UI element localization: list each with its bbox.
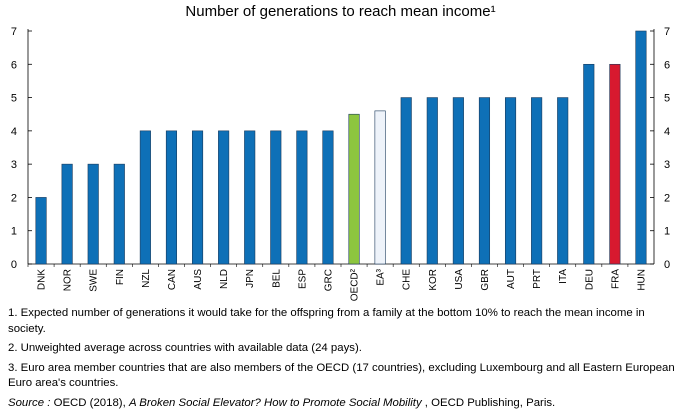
y-tick-label-left: 4 xyxy=(11,126,17,138)
note-2: 2. Unweighted average across countries w… xyxy=(8,342,362,355)
bar-esp xyxy=(296,130,308,265)
y-tick-label-left: 6 xyxy=(11,59,17,71)
source-label: Source : xyxy=(8,396,51,409)
y-tick-label-right: 6 xyxy=(664,59,670,71)
x-tick-label-deu: DEU xyxy=(584,269,595,290)
bar-chart: 0 0 1 1 2 2 3 3 4 4 5 5 6 6 7 7 DNK NOR SWE FIN NZL CAN AUS NL… xyxy=(11,26,670,301)
x-tick-label-che: CHE xyxy=(402,269,413,290)
bar-ea xyxy=(374,110,386,265)
x-tick-label-nld: NLD xyxy=(219,269,230,289)
bar-gbr xyxy=(478,97,491,265)
bar-ita xyxy=(557,97,569,265)
x-tick-label-ita: ITA xyxy=(558,269,569,284)
x-tick-label-aus: AUS xyxy=(193,269,204,290)
bar-nor xyxy=(61,163,73,265)
x-tick-label-prt: PRT xyxy=(532,269,543,289)
bar-kor xyxy=(426,97,438,265)
y-tick-label-right: 4 xyxy=(664,126,670,138)
source-title: A Broken Social Elevator? How to Promote… xyxy=(128,396,422,409)
x-tick-label-oecd: OECD² xyxy=(350,268,361,301)
bar-dnk xyxy=(35,197,47,265)
bar-bel xyxy=(270,130,282,265)
bar-grc xyxy=(322,130,334,265)
bar-nzl xyxy=(139,130,151,265)
x-tick-label-bel: BEL xyxy=(271,269,282,288)
source-line: Source : OECD (2018), A Broken Social El… xyxy=(8,396,676,412)
x-tick-label-can: CAN xyxy=(167,269,178,290)
y-tick-label-right: 7 xyxy=(664,26,670,38)
x-tick-label-nor: NOR xyxy=(63,269,74,291)
chart-notes: 1. Expected number of generations it wou… xyxy=(8,306,676,416)
x-tick-label-gbr: GBR xyxy=(480,269,491,291)
chart-title: Number of generations to reach mean inco… xyxy=(185,3,496,20)
y-tick-label-right: 0 xyxy=(664,259,670,271)
bar-deu xyxy=(583,63,595,265)
x-tick-label-kor: KOR xyxy=(428,269,439,291)
x-tick-label-fra: FRA xyxy=(610,269,621,289)
bar-oecd xyxy=(348,113,360,265)
bar-fin xyxy=(113,163,125,265)
source-before: OECD (2018), xyxy=(53,396,129,409)
note-3: 3. Euro area member countries that are a… xyxy=(8,361,675,390)
x-tick-label-aut: AUT xyxy=(506,269,517,289)
y-tick-label-right: 5 xyxy=(664,93,670,105)
bar-che xyxy=(400,97,412,265)
y-tick-label-left: 1 xyxy=(11,226,17,238)
bar-aut xyxy=(504,97,517,265)
x-tick-label-hun: HUN xyxy=(636,269,647,291)
bar-fra xyxy=(609,63,621,265)
y-tick-label-left: 2 xyxy=(11,192,17,204)
bar-can xyxy=(165,130,178,265)
y-tick-label-left: 0 xyxy=(11,259,17,271)
note-1: 1. Expected number of generations it wou… xyxy=(8,307,645,335)
x-tick-label-grc: GRC xyxy=(323,269,334,291)
chart-bars xyxy=(35,30,647,265)
y-tick-label-right: 2 xyxy=(664,192,670,204)
x-tick-label-usa: USA xyxy=(454,269,465,290)
chart-axes: 0 0 1 1 2 2 3 3 4 4 5 5 6 6 7 7 xyxy=(11,26,670,271)
bar-jpn xyxy=(244,130,256,265)
x-tick-labels: DNK NOR SWE FIN NZL CAN AUS NLD JPN BEL ESP GRC OECD… xyxy=(37,268,648,301)
source-after: , OECD Publishing, Paris. xyxy=(421,396,556,409)
y-tick-label-right: 1 xyxy=(664,226,670,238)
bar-nld xyxy=(218,130,230,265)
x-tick-label-jpn: JPN xyxy=(245,269,256,288)
x-tick-label-fin: FIN xyxy=(115,269,126,285)
x-tick-label-swe: SWE xyxy=(89,269,100,292)
x-tick-label-nzl: NZL xyxy=(141,269,152,288)
x-tick-label-dnk: DNK xyxy=(37,269,48,290)
y-tick-label-right: 3 xyxy=(664,159,670,171)
bar-swe xyxy=(87,163,99,265)
bar-usa xyxy=(452,97,464,265)
x-tick-label-ea: EA³ xyxy=(376,268,387,285)
y-tick-label-left: 3 xyxy=(11,159,17,171)
bar-aus xyxy=(191,130,204,265)
x-tick-label-esp: ESP xyxy=(297,269,308,289)
y-tick-label-left: 7 xyxy=(11,26,17,38)
bar-hun xyxy=(635,30,647,265)
bar-prt xyxy=(531,97,543,265)
y-tick-label-left: 5 xyxy=(11,93,17,105)
